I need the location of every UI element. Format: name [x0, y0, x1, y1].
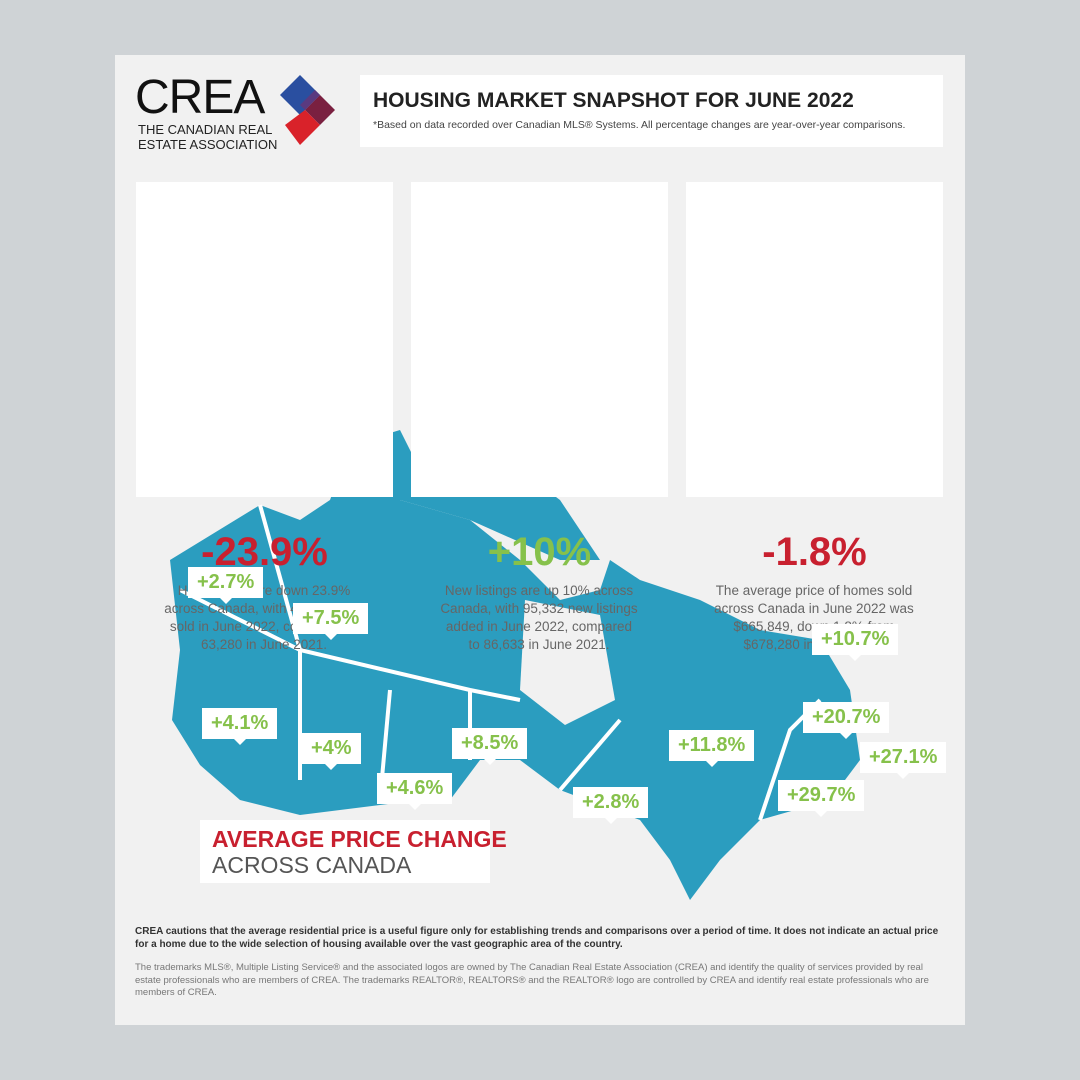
- region-label: +27.1%: [860, 742, 947, 779]
- logo-tagline: THE CANADIAN REAL ESTATE ASSOCIATION: [138, 122, 277, 152]
- canada-map: [170, 430, 860, 900]
- header-box: [360, 75, 943, 147]
- logo-mark: [280, 75, 335, 145]
- map-title: AVERAGE PRICE CHANGE ACROSS CANADA: [212, 826, 507, 878]
- region-label: +10.7%: [812, 624, 899, 661]
- logo-name: CREA: [135, 71, 265, 124]
- header-subtitle: *Based on data recorded over Canadian ML…: [373, 119, 906, 131]
- region-label: +2.8%: [573, 787, 649, 824]
- map-title-box: [200, 820, 490, 883]
- stat-card: +10% New listings are up 10% across Canad…: [411, 182, 668, 652]
- region-label: +2.7%: [188, 567, 264, 604]
- trademark: The trademarks MLS®, Multiple Listing Se…: [135, 962, 929, 998]
- disclaimer: CREA cautions that the average residenti…: [135, 926, 939, 950]
- region-label: +20.7%: [803, 702, 890, 739]
- stat-card: -23.9% Home sales are down 23.9% across C…: [136, 182, 393, 652]
- region-label: +4.1%: [202, 708, 278, 745]
- stat-card: -1.8% The average price of homes sold acr…: [686, 182, 943, 652]
- map-title-line: AVERAGE PRICE CHANGE: [212, 826, 507, 852]
- stat-text: New listings are up 10% across Canada, w…: [440, 583, 638, 652]
- region-label: +11.8%: [669, 730, 755, 767]
- header-title: HOUSING MARKET SNAPSHOT FOR JUNE 2022: [373, 89, 854, 112]
- region-label: +8.5%: [452, 728, 528, 765]
- region-label: +4.6%: [377, 773, 453, 810]
- stat-value: -1.8%: [762, 530, 867, 574]
- region-label: +7.5%: [293, 603, 369, 640]
- stat-value: -23.9%: [201, 530, 328, 574]
- tagline-line: THE CANADIAN REAL: [138, 122, 273, 137]
- tagline-line: ESTATE ASSOCIATION: [138, 137, 278, 152]
- region-label: +29.7%: [778, 780, 865, 817]
- stat-value: +10%: [487, 530, 592, 574]
- region-label: +4%: [302, 733, 361, 770]
- map-title-line: ACROSS CANADA: [212, 852, 412, 878]
